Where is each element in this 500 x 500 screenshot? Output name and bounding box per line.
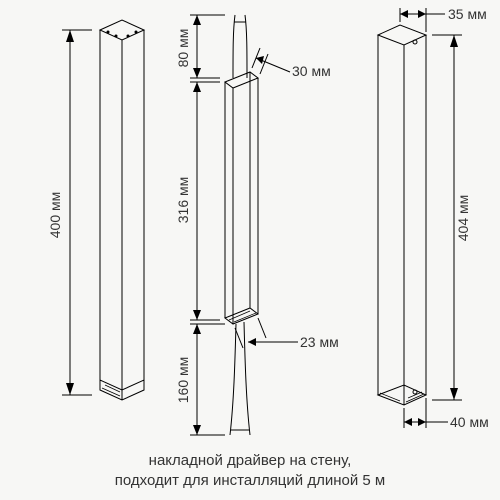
mid-80-label: 80 мм (175, 29, 191, 68)
mid-23-label: 23 мм (300, 334, 339, 350)
left-height-label: 400 мм (47, 192, 63, 239)
caption-line-1: накладной драйвер на стену, (149, 452, 352, 469)
caption-line-2: подходит для инсталляций длиной 5 м (115, 472, 385, 489)
mid-30-label: 30 мм (292, 63, 331, 79)
mid-160-label: 160 мм (175, 357, 191, 404)
right-35-label: 35 мм (448, 6, 487, 22)
mid-316-label: 316 мм (175, 177, 191, 224)
right-404-label: 404 мм (455, 195, 471, 242)
right-40-label: 40 мм (450, 414, 489, 430)
